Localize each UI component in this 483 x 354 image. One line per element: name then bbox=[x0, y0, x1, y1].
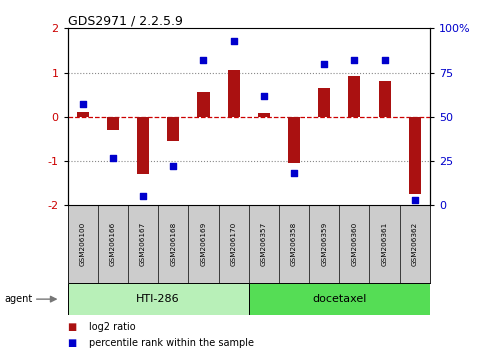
Text: GSM206360: GSM206360 bbox=[352, 222, 357, 266]
Point bbox=[320, 61, 328, 67]
Text: agent: agent bbox=[5, 294, 33, 304]
Text: log2 ratio: log2 ratio bbox=[89, 322, 136, 332]
Text: HTI-286: HTI-286 bbox=[136, 294, 180, 304]
Text: GDS2971 / 2.2.5.9: GDS2971 / 2.2.5.9 bbox=[68, 14, 183, 27]
Bar bbox=[379, 81, 391, 117]
Bar bbox=[68, 283, 249, 315]
Bar bbox=[137, 117, 149, 175]
Point bbox=[411, 197, 419, 203]
Point bbox=[170, 164, 177, 169]
Bar bbox=[227, 70, 240, 117]
Bar bbox=[167, 117, 179, 141]
Point bbox=[79, 102, 86, 107]
Text: GSM206361: GSM206361 bbox=[382, 222, 387, 266]
Text: percentile rank within the sample: percentile rank within the sample bbox=[89, 338, 255, 348]
Bar bbox=[258, 113, 270, 117]
Bar bbox=[318, 88, 330, 117]
Point bbox=[109, 155, 117, 160]
Bar bbox=[348, 76, 360, 117]
Point bbox=[139, 194, 147, 199]
Text: GSM206358: GSM206358 bbox=[291, 222, 297, 266]
Point bbox=[290, 171, 298, 176]
Bar bbox=[249, 283, 430, 315]
Text: ■: ■ bbox=[68, 322, 77, 332]
Text: GSM206168: GSM206168 bbox=[170, 222, 176, 266]
Text: GSM206359: GSM206359 bbox=[321, 222, 327, 266]
Bar bbox=[198, 92, 210, 117]
Point bbox=[260, 93, 268, 98]
Text: ■: ■ bbox=[68, 338, 77, 348]
Text: GSM206100: GSM206100 bbox=[80, 222, 85, 266]
Bar bbox=[77, 112, 89, 117]
Point bbox=[381, 57, 388, 63]
Text: GSM206362: GSM206362 bbox=[412, 222, 418, 266]
Bar bbox=[288, 117, 300, 163]
Point bbox=[199, 57, 207, 63]
Point bbox=[351, 57, 358, 63]
Bar bbox=[107, 117, 119, 130]
Text: GSM206167: GSM206167 bbox=[140, 222, 146, 266]
Bar bbox=[409, 117, 421, 194]
Text: docetaxel: docetaxel bbox=[312, 294, 367, 304]
Text: GSM206170: GSM206170 bbox=[231, 222, 237, 266]
Text: GSM206169: GSM206169 bbox=[200, 222, 206, 266]
Text: GSM206166: GSM206166 bbox=[110, 222, 116, 266]
Point bbox=[230, 38, 238, 44]
Text: GSM206357: GSM206357 bbox=[261, 222, 267, 266]
